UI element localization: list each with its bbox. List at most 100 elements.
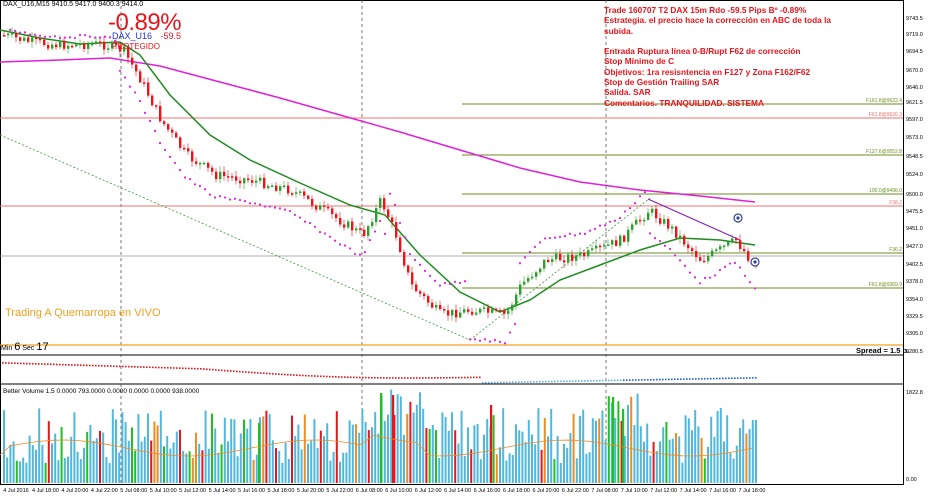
volume-bar [35, 449, 37, 483]
candle-body [231, 176, 234, 178]
candle-body [151, 95, 154, 106]
volume-bar [745, 433, 748, 483]
note-line: Stop de Gestión Trailing SAR [604, 77, 720, 88]
sar-dot [608, 220, 612, 223]
sar-dot [638, 195, 642, 198]
price-tick-label: 9670.0 [906, 68, 923, 74]
volume-bar [703, 458, 706, 483]
price-tick-label: 9573.0 [906, 135, 923, 141]
sar-dot [198, 184, 202, 188]
sar-dot [83, 34, 87, 37]
volume-bar [463, 455, 466, 483]
timer-sec-value: 17 [36, 341, 49, 353]
candle-body [467, 309, 470, 312]
candle-body [315, 205, 318, 210]
oscillator-dot [473, 376, 475, 379]
candle-body [131, 57, 134, 65]
volume-bar [54, 433, 57, 483]
note-line [604, 36, 839, 46]
volume-bar [364, 421, 367, 483]
candle-body [327, 206, 330, 209]
volume-bar [105, 457, 108, 483]
candle-body [367, 226, 370, 236]
time-tick-label: 7 Jul 14:00 [679, 488, 707, 494]
oscillator-dot [293, 374, 295, 376]
oscillator-dot [62, 363, 64, 366]
time-tick-label: 4 Jul 22:00 [90, 488, 118, 494]
oscillator-dot [710, 377, 712, 380]
candle-body [731, 238, 734, 242]
candle-body [423, 293, 426, 297]
oscillator-dot [218, 369, 220, 371]
oscillator-dot [596, 379, 598, 382]
candle-body [415, 284, 418, 292]
candle-body [59, 40, 62, 48]
oscillator-dot [545, 380, 547, 383]
volume-bar [252, 459, 255, 483]
volume-bar [518, 430, 521, 483]
oscillator-dot [539, 380, 541, 383]
sar-dot [443, 281, 447, 285]
time-tick-label: 6 Jul 08:00 [355, 488, 383, 494]
oscillator-dot [362, 376, 364, 379]
oscillator-dot [353, 376, 355, 379]
oscillator-dot [614, 379, 616, 382]
oscillator-dot [416, 377, 418, 379]
candle-body [351, 221, 354, 231]
time-tick-label: 7 Jul 16:00 [709, 488, 737, 494]
candle-body [671, 226, 674, 229]
candle-body [611, 240, 614, 245]
candle-body [675, 226, 678, 238]
sar-dot [248, 202, 252, 205]
sar-dot [483, 338, 487, 341]
sar-dot [333, 239, 337, 242]
volume-bar [710, 416, 713, 483]
sar-dot [208, 193, 212, 196]
volume-bar [492, 415, 495, 483]
sar-dot [698, 282, 702, 285]
oscillator-dot [26, 362, 28, 365]
candle-body [139, 71, 142, 83]
oscillator-dot [584, 380, 586, 382]
candle-body [411, 272, 414, 285]
oscillator-dot [341, 376, 343, 378]
oscillator-dot [569, 380, 571, 382]
oscillator-dot [206, 368, 208, 371]
candle-body [99, 41, 102, 43]
volume-bar [614, 417, 617, 483]
volume-bar [201, 450, 204, 483]
oscillator-dot [506, 381, 508, 384]
volume-bar [483, 434, 485, 483]
sar-dot [453, 280, 457, 283]
volume-bar [649, 455, 652, 483]
sar-dot [378, 219, 382, 222]
volume-bar-spike [380, 393, 383, 483]
oscillator-dot [38, 363, 40, 365]
candle-timer: Min 6 Sec 17 [1, 341, 49, 353]
volume-bar [476, 423, 479, 483]
sar-dot [563, 234, 567, 238]
candle-body [391, 217, 394, 223]
oscillator-dot [380, 377, 382, 379]
candle-body [571, 254, 574, 261]
candle-body [243, 178, 246, 184]
sar-dot [753, 287, 757, 290]
candle-body [591, 248, 594, 251]
volume-bar [115, 419, 117, 483]
volume-bar [572, 413, 575, 483]
price-tick-label: 9694.5 [906, 49, 923, 55]
candle-body [531, 276, 534, 279]
candle-body [343, 224, 346, 228]
candle-body [35, 37, 38, 40]
sar-dot [383, 232, 387, 236]
oscillator-dot [638, 379, 640, 381]
oscillator-dot [716, 377, 718, 380]
sar-dot [573, 234, 577, 237]
note-line: Trade 160707 T2 DAX 15m Rdo -59.5 Pips B… [604, 5, 807, 15]
oscillator-dot [194, 367, 196, 370]
sar-dot [403, 236, 407, 239]
oscillator-dot [53, 363, 55, 366]
oscillator-dot [695, 378, 697, 380]
oscillator-dot [281, 373, 283, 376]
